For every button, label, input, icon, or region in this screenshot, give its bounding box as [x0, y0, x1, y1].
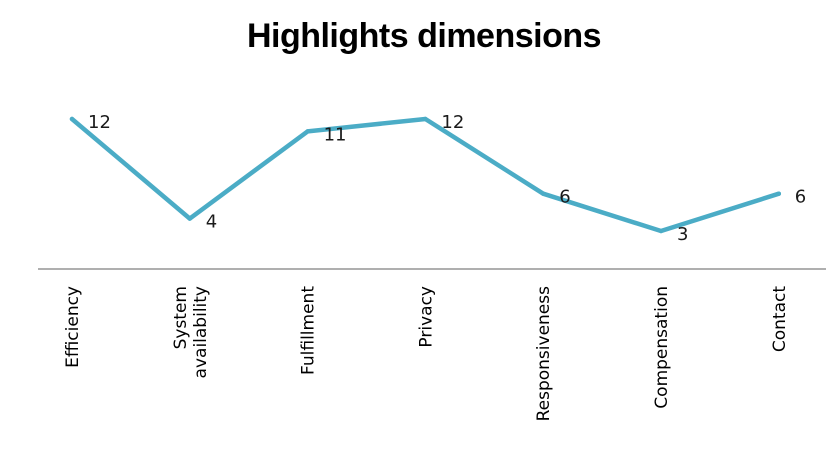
chart-title: Highlights dimensions: [247, 17, 601, 55]
data-label: 11: [324, 124, 347, 145]
data-label: 3: [677, 224, 688, 245]
category-label-text: System: [171, 286, 191, 349]
data-point: [776, 191, 781, 196]
category-label: Compensation: [652, 286, 672, 409]
data-point: [541, 191, 546, 196]
category-label-text: Responsiveness: [534, 286, 554, 422]
category-label-text: Privacy: [416, 286, 436, 348]
data-point: [187, 216, 192, 221]
data-point: [305, 129, 310, 134]
data-label: 4: [206, 212, 217, 233]
category-label-text: Efficiency: [63, 286, 83, 368]
category-label: Privacy: [416, 286, 436, 348]
data-label: 6: [559, 187, 570, 208]
category-label-text: Contact: [770, 286, 790, 352]
series-line: [69, 116, 782, 234]
category-label-text: Compensation: [652, 286, 672, 409]
category-label: System availability: [171, 286, 211, 378]
category-label: Fulfillment: [299, 286, 319, 375]
series-group: [69, 116, 782, 234]
data-point: [69, 116, 75, 122]
category-label: Efficiency: [63, 286, 83, 368]
data-point: [658, 228, 664, 234]
data-label: 12: [441, 112, 464, 133]
category-labels-group: Efficiency System availability Fulfillment P…: [63, 286, 790, 422]
category-label-text: availability: [191, 286, 211, 378]
category-label: Contact: [770, 286, 790, 352]
data-point: [423, 116, 428, 122]
data-label: 12: [88, 112, 111, 133]
data-labels-group: 12 4 11 12 6 3 6: [88, 112, 806, 245]
category-label-text: Fulfillment: [299, 286, 319, 375]
category-label: Responsiveness: [534, 286, 554, 422]
data-label: 6: [795, 187, 806, 208]
